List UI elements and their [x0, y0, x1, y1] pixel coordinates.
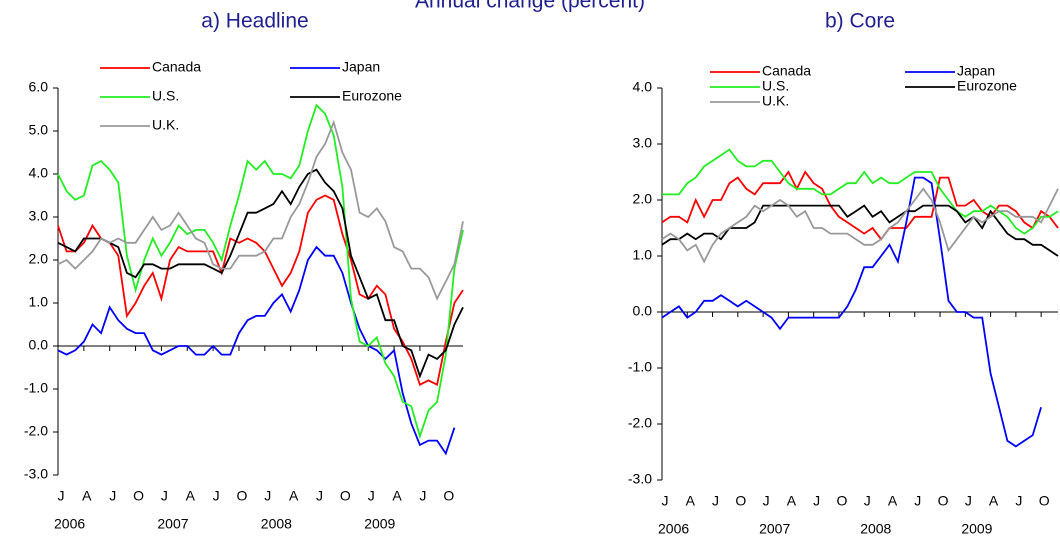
- y-tick-label: 0.0: [633, 303, 653, 319]
- x-tick-label: J: [58, 488, 65, 504]
- y-tick-label: -3.0: [24, 466, 48, 482]
- year-label: 2008: [261, 516, 292, 532]
- y-tick-label: -1.0: [24, 380, 48, 396]
- x-tick-label: O: [133, 488, 144, 504]
- x-tick-label: J: [264, 488, 271, 504]
- series-line: [57, 168, 464, 379]
- x-tick-label: O: [938, 493, 949, 509]
- y-tick-label: -2.0: [24, 423, 48, 439]
- y-tick-label: 3.0: [29, 208, 49, 224]
- x-tick-label: J: [864, 493, 871, 509]
- legend-label: Canada: [152, 59, 201, 75]
- x-tick-label: A: [289, 488, 299, 504]
- series-line: [661, 187, 1059, 264]
- legend-label: Eurozone: [342, 88, 402, 104]
- x-tick-label: A: [392, 488, 402, 504]
- year-label: 2009: [961, 521, 992, 537]
- x-tick-label: J: [316, 488, 323, 504]
- y-tick-label: 5.0: [29, 122, 49, 138]
- series-line: [57, 245, 456, 456]
- series-line: [57, 103, 464, 440]
- series-line: [57, 119, 464, 301]
- legend-label: Canada: [762, 63, 811, 79]
- year-label: 2007: [157, 516, 188, 532]
- y-tick-label: 3.0: [633, 135, 653, 151]
- legend-label: Japan: [957, 63, 995, 79]
- year-label: 2008: [860, 521, 891, 537]
- y-tick-label: 4.0: [29, 165, 49, 181]
- series-line: [661, 176, 1042, 448]
- x-tick-label: J: [109, 488, 116, 504]
- series-line: [57, 194, 464, 387]
- x-tick-label: J: [914, 493, 921, 509]
- x-tick-label: A: [186, 488, 196, 504]
- x-tick-label: A: [787, 493, 797, 509]
- legend-label: Japan: [342, 59, 380, 75]
- chart-title: a) Headline: [201, 10, 308, 33]
- x-tick-label: A: [686, 493, 696, 509]
- y-tick-label: 4.0: [633, 79, 653, 95]
- x-tick-label: O: [1039, 493, 1050, 509]
- x-tick-label: J: [1015, 493, 1022, 509]
- legend-label: U.S.: [152, 88, 179, 104]
- x-tick-label: J: [368, 488, 375, 504]
- legend-label: Eurozone: [957, 78, 1017, 94]
- y-tick-label: 6.0: [29, 79, 49, 95]
- x-tick-label: J: [813, 493, 820, 509]
- x-tick-label: J: [213, 488, 220, 504]
- year-label: 2009: [364, 516, 395, 532]
- x-tick-label: J: [419, 488, 426, 504]
- x-tick-label: O: [836, 493, 847, 509]
- x-tick-label: O: [237, 488, 248, 504]
- year-label: 2007: [759, 521, 790, 537]
- x-tick-label: J: [161, 488, 168, 504]
- legend-label: U.K.: [762, 93, 789, 109]
- x-tick-label: J: [712, 493, 719, 509]
- x-tick-label: O: [340, 488, 351, 504]
- series-line: [661, 170, 1059, 241]
- x-tick-label: J: [662, 493, 669, 509]
- page-title: Annual change (percent): [415, 0, 645, 13]
- y-tick-label: -3.0: [628, 471, 652, 487]
- x-tick-label: A: [888, 493, 898, 509]
- year-label: 2006: [658, 521, 689, 537]
- y-tick-label: 0.0: [29, 337, 49, 353]
- year-label: 2006: [54, 516, 85, 532]
- series-line: [662, 148, 1059, 235]
- y-tick-label: 2.0: [633, 191, 653, 207]
- y-tick-label: -1.0: [628, 359, 652, 375]
- x-tick-label: O: [735, 493, 746, 509]
- x-tick-label: J: [965, 493, 972, 509]
- x-tick-label: O: [443, 488, 454, 504]
- x-tick-label: A: [989, 493, 999, 509]
- x-tick-label: J: [763, 493, 770, 509]
- y-tick-label: 2.0: [29, 251, 49, 267]
- y-tick-label: 1.0: [29, 294, 49, 310]
- legend-label: U.K.: [152, 117, 179, 133]
- y-tick-label: 1.0: [633, 247, 653, 263]
- y-tick-label: -2.0: [628, 415, 652, 431]
- x-tick-label: A: [82, 488, 92, 504]
- legend-label: U.S.: [762, 78, 789, 94]
- chart-title: b) Core: [825, 10, 895, 33]
